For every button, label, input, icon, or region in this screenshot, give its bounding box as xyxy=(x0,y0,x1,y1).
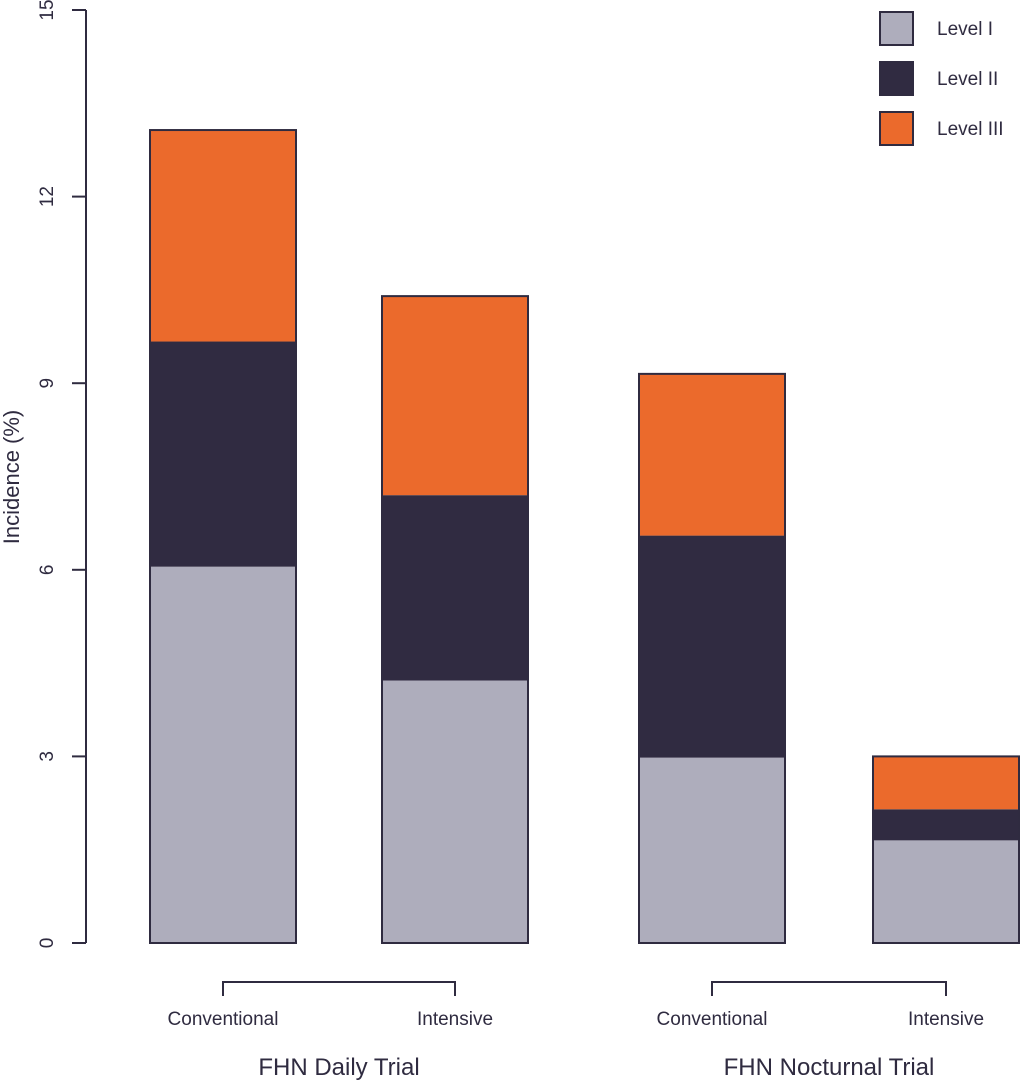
y-tick-label-12: 12 xyxy=(37,186,58,207)
bar-1-level-i xyxy=(382,680,528,943)
legend-label-level-iii: Level III xyxy=(937,119,1004,140)
y-tick-label-3: 3 xyxy=(37,751,58,762)
y-tick-label-9: 9 xyxy=(37,378,58,389)
bar-1-level-iii xyxy=(382,296,528,496)
bar-outline-1 xyxy=(381,295,529,944)
bar-0-level-i xyxy=(150,566,296,943)
group-bracket-0 xyxy=(222,981,456,996)
bar-0-level-iii xyxy=(150,130,296,342)
bar-2-level-i xyxy=(639,757,785,943)
y-axis: 0 3 6 9 12 15 xyxy=(37,0,87,949)
category-label-3: Intensive xyxy=(908,1009,984,1030)
bar-2-level-iii xyxy=(639,373,785,536)
y-tick-label-6: 6 xyxy=(37,565,58,576)
legend: Level I Level II Level III xyxy=(879,11,1004,146)
bar-3-level-ii xyxy=(873,809,1019,841)
bar-1-level-ii xyxy=(382,495,528,681)
y-tick-label-0: 0 xyxy=(37,938,58,949)
y-tick-label-15: 15 xyxy=(37,0,58,21)
legend-label-level-ii: Level II xyxy=(937,69,998,90)
bar-2-level-ii xyxy=(639,535,785,758)
bar-outline-0 xyxy=(149,129,297,944)
legend-label-level-i: Level I xyxy=(937,19,993,40)
bar-0-level-ii xyxy=(150,341,296,567)
group-label-0: FHN Daily Trial xyxy=(258,1054,419,1080)
legend-swatch-level-i xyxy=(879,11,914,46)
bar-outline-2 xyxy=(638,372,786,944)
bar-outline-3 xyxy=(872,755,1020,945)
legend-swatch-level-iii xyxy=(879,111,914,146)
group-bracket-1 xyxy=(711,981,947,996)
category-label-2: Conventional xyxy=(657,1009,768,1030)
legend-swatch-level-ii xyxy=(879,61,914,96)
bars xyxy=(149,129,1020,945)
category-label-1: Intensive xyxy=(417,1009,493,1030)
category-label-0: Conventional xyxy=(168,1009,279,1030)
y-axis-title: Incidence (%) xyxy=(0,410,24,545)
x-axis: Conventional Intensive Conventional Intensi… xyxy=(168,981,984,1080)
bar-3-level-iii xyxy=(873,756,1019,810)
bar-3-level-i xyxy=(873,840,1019,943)
group-label-1: FHN Nocturnal Trial xyxy=(724,1054,935,1080)
